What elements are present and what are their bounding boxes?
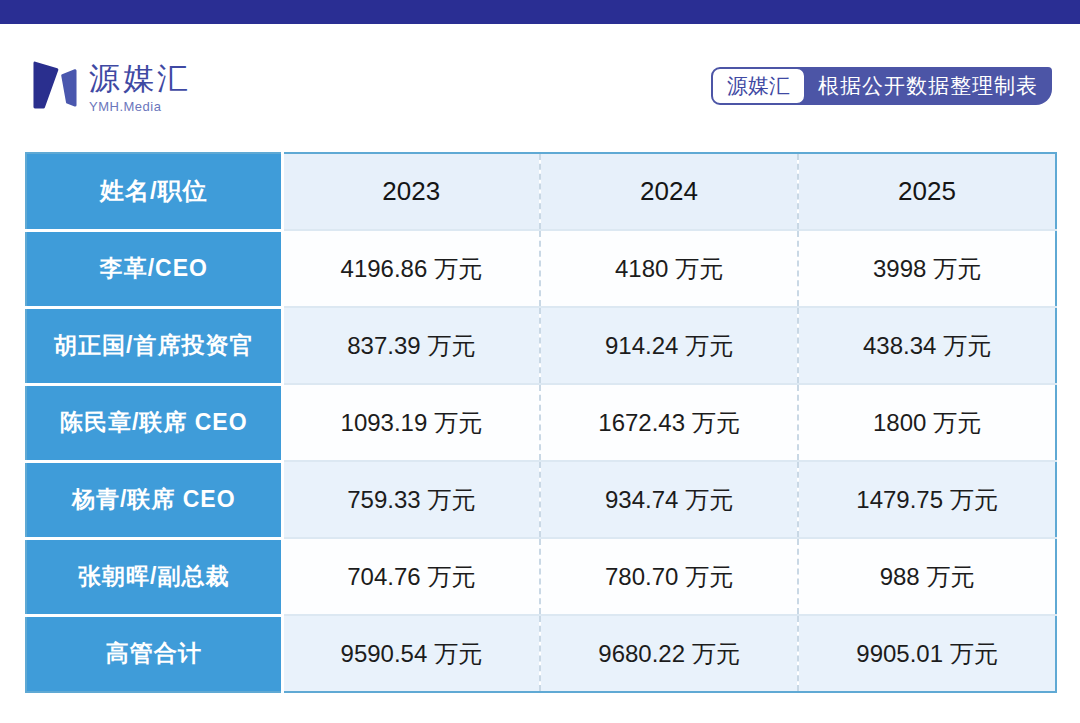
cell-2024: 9680.22 万元 xyxy=(540,615,798,692)
cell-2023: 837.39 万元 xyxy=(282,307,540,384)
brand-name: 源媒汇 xyxy=(89,62,191,96)
row-label: 李革/CEO xyxy=(26,230,282,307)
ymh-logo-icon xyxy=(33,61,77,111)
cell-2023: 1093.19 万元 xyxy=(282,384,540,461)
cell-2024: 914.24 万元 xyxy=(540,307,798,384)
row-label: 胡正国/首席投资官 xyxy=(26,307,282,384)
row-label: 张朝晖/副总裁 xyxy=(26,538,282,615)
cell-2025: 988 万元 xyxy=(798,538,1056,615)
table-row: 李革/CEO 4196.86 万元 4180 万元 3998 万元 xyxy=(26,230,1056,307)
brand-text: 源媒汇 YMH.Media xyxy=(89,58,191,114)
cell-2025: 1800 万元 xyxy=(798,384,1056,461)
source-badge: 源媒汇 根据公开数据整理制表 xyxy=(711,67,1052,105)
column-header-2025: 2025 xyxy=(798,153,1056,230)
cell-2024: 4180 万元 xyxy=(540,230,798,307)
table-row: 杨青/联席 CEO 759.33 万元 934.74 万元 1479.75 万元 xyxy=(26,461,1056,538)
column-header-name-position: 姓名/职位 xyxy=(26,153,282,230)
table-row-total: 高管合计 9590.54 万元 9680.22 万元 9905.01 万元 xyxy=(26,615,1056,692)
header-row: 姓名/职位 2023 2024 2025 xyxy=(26,153,1056,230)
source-badge-brand: 源媒汇 xyxy=(711,67,806,105)
column-header-2024: 2024 xyxy=(540,153,798,230)
cell-2025: 9905.01 万元 xyxy=(798,615,1056,692)
row-label-total: 高管合计 xyxy=(26,615,282,692)
top-accent-bar xyxy=(0,0,1080,24)
table-row: 张朝晖/副总裁 704.76 万元 780.70 万元 988 万元 xyxy=(26,538,1056,615)
cell-2025: 3998 万元 xyxy=(798,230,1056,307)
source-badge-note: 根据公开数据整理制表 xyxy=(794,67,1052,105)
row-label: 陈民章/联席 CEO xyxy=(26,384,282,461)
cell-2023: 9590.54 万元 xyxy=(282,615,540,692)
compensation-table-container: 姓名/职位 2023 2024 2025 李革/CEO 4196.86 万元 4… xyxy=(25,152,1057,693)
cell-2024: 780.70 万元 xyxy=(540,538,798,615)
cell-2023: 4196.86 万元 xyxy=(282,230,540,307)
table-row: 胡正国/首席投资官 837.39 万元 914.24 万元 438.34 万元 xyxy=(26,307,1056,384)
row-label: 杨青/联席 CEO xyxy=(26,461,282,538)
cell-2025: 438.34 万元 xyxy=(798,307,1056,384)
brand-logo: 源媒汇 YMH.Media xyxy=(33,58,191,114)
cell-2023: 759.33 万元 xyxy=(282,461,540,538)
cell-2024: 1672.43 万元 xyxy=(540,384,798,461)
cell-2024: 934.74 万元 xyxy=(540,461,798,538)
table-row: 陈民章/联席 CEO 1093.19 万元 1672.43 万元 1800 万元 xyxy=(26,384,1056,461)
brand-subtitle: YMH.Media xyxy=(89,99,191,114)
cell-2025: 1479.75 万元 xyxy=(798,461,1056,538)
column-header-2023: 2023 xyxy=(282,153,540,230)
compensation-table: 姓名/职位 2023 2024 2025 李革/CEO 4196.86 万元 4… xyxy=(25,152,1057,693)
cell-2023: 704.76 万元 xyxy=(282,538,540,615)
